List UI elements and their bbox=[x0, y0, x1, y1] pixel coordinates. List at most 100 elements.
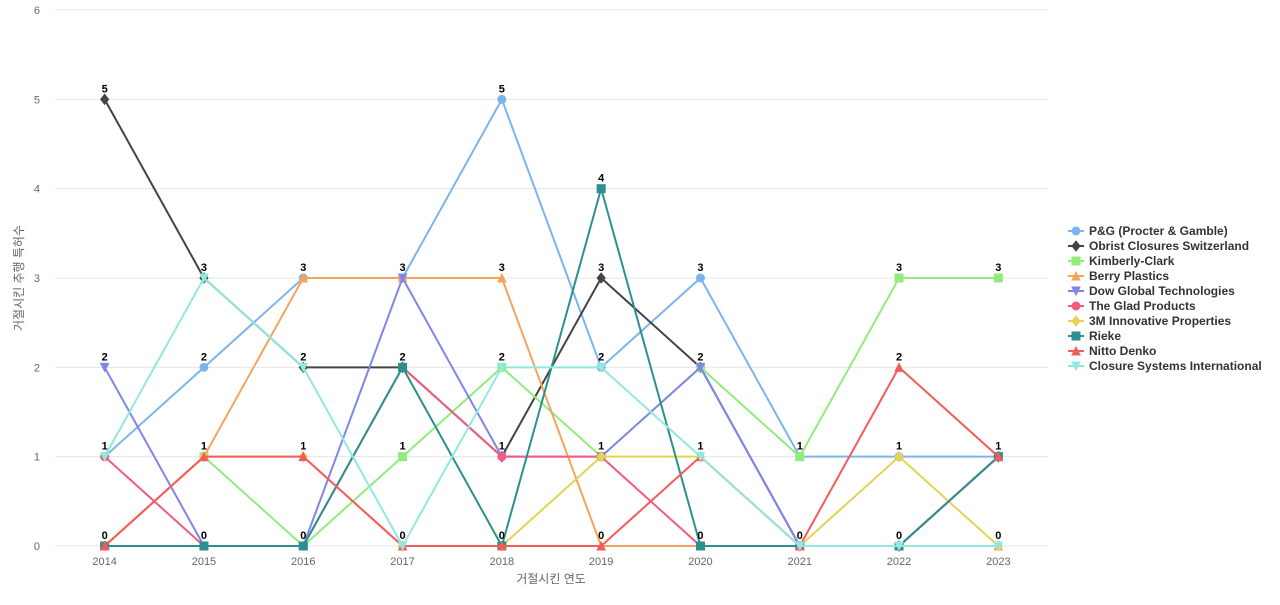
data-point bbox=[695, 541, 705, 551]
y-tick-label: 0 bbox=[34, 541, 40, 553]
legend-marker bbox=[1071, 226, 1081, 236]
data-point bbox=[199, 273, 209, 284]
series-line bbox=[103, 277, 999, 547]
legend-marker bbox=[1071, 315, 1081, 327]
data-point bbox=[100, 93, 110, 106]
series-line bbox=[103, 98, 1000, 547]
data-label: 0 bbox=[995, 530, 1001, 542]
x-tick-label: 2023 bbox=[986, 556, 1010, 568]
data-point bbox=[894, 362, 904, 372]
data-label: 1 bbox=[300, 441, 306, 453]
legend-marker bbox=[1071, 301, 1081, 311]
data-label: 0 bbox=[300, 530, 306, 542]
data-point bbox=[993, 273, 1003, 283]
data-label: 3 bbox=[499, 262, 505, 274]
legend-label: Dow Global Technologies bbox=[1089, 284, 1235, 298]
data-label: 0 bbox=[797, 530, 803, 542]
x-tick-label: 2021 bbox=[788, 556, 812, 568]
legend-label: Rieke bbox=[1089, 329, 1121, 343]
data-point bbox=[298, 541, 308, 551]
data-point bbox=[397, 273, 408, 284]
x-tick-label: 2018 bbox=[490, 556, 514, 568]
legend-item[interactable]: The Glad Products bbox=[1068, 299, 1196, 313]
legend-marker bbox=[1071, 256, 1081, 266]
legend-item[interactable]: Berry Plastics bbox=[1068, 269, 1169, 283]
legend-item[interactable]: P&G (Procter & Gamble) bbox=[1068, 224, 1228, 238]
legend-item[interactable]: Dow Global Technologies bbox=[1068, 284, 1235, 298]
data-point bbox=[795, 452, 805, 462]
data-point bbox=[298, 362, 309, 373]
data-point bbox=[894, 541, 904, 552]
data-label: 0 bbox=[697, 530, 703, 542]
data-label: 3 bbox=[995, 262, 1001, 274]
x-tick-label: 2020 bbox=[688, 556, 712, 568]
data-label: 5 bbox=[499, 83, 505, 95]
data-label: 1 bbox=[499, 441, 505, 453]
data-label: 0 bbox=[896, 530, 902, 542]
legend-marker bbox=[1071, 286, 1081, 297]
data-point bbox=[497, 452, 507, 462]
series-9 bbox=[99, 273, 1004, 552]
data-point bbox=[298, 272, 309, 283]
legend-item[interactable]: Obrist Closures Switzerland bbox=[1068, 239, 1249, 253]
legend-item[interactable]: Nitto Denko bbox=[1068, 344, 1156, 358]
data-labels: 5 2 1 0 3 2 1 0 3 2 1 0 3 2 1 0 5 3 2 1 0 4 3 2 1 0 3 2 1 0 1 0 3 2 1 0 3 1 0 bbox=[102, 83, 1002, 542]
data-label: 1 bbox=[896, 441, 902, 453]
y-tick-label: 6 bbox=[34, 5, 40, 17]
data-label: 2 bbox=[201, 351, 207, 363]
data-label: 2 bbox=[399, 351, 405, 363]
legend-label: Closure Systems International bbox=[1089, 359, 1262, 373]
data-label: 0 bbox=[598, 530, 604, 542]
data-label: 3 bbox=[896, 262, 902, 274]
x-tick-label: 2016 bbox=[291, 556, 315, 568]
data-point bbox=[497, 94, 507, 104]
data-point bbox=[695, 273, 705, 283]
x-tick-label: 2014 bbox=[92, 556, 116, 568]
y-tick-label: 4 bbox=[34, 184, 40, 196]
legend-item[interactable]: Kimberly-Clark bbox=[1068, 254, 1175, 268]
data-point bbox=[596, 540, 606, 551]
data-point bbox=[397, 541, 408, 552]
data-label: 1 bbox=[598, 441, 604, 453]
legend-item[interactable]: Rieke bbox=[1068, 329, 1121, 343]
data-point bbox=[794, 541, 805, 552]
data-point bbox=[99, 362, 110, 373]
data-label: 2 bbox=[300, 351, 306, 363]
data-label: 3 bbox=[399, 262, 405, 274]
data-point bbox=[398, 362, 408, 372]
data-point bbox=[894, 273, 904, 283]
data-label: 3 bbox=[300, 262, 306, 274]
y-tick-label: 1 bbox=[34, 452, 40, 464]
legend-item[interactable]: Closure Systems International bbox=[1068, 359, 1262, 373]
series-lines bbox=[99, 93, 1004, 552]
y-axis-ticks: 0 1 2 3 4 5 6 bbox=[34, 5, 40, 553]
series-line bbox=[103, 277, 999, 547]
legend-label: Nitto Denko bbox=[1089, 344, 1156, 358]
legend: P&G (Procter & Gamble)Obrist Closures Sw… bbox=[1068, 224, 1262, 373]
data-label: 1 bbox=[201, 441, 207, 453]
data-label: 3 bbox=[697, 262, 703, 274]
legend-marker bbox=[1071, 240, 1081, 252]
legend-label: 3M Innovative Properties bbox=[1089, 314, 1231, 328]
data-label: 1 bbox=[102, 441, 108, 453]
data-label: 2 bbox=[102, 351, 108, 363]
data-point bbox=[993, 451, 1004, 462]
x-tick-label: 2017 bbox=[390, 556, 414, 568]
data-label: 1 bbox=[797, 441, 803, 453]
data-point bbox=[199, 541, 209, 551]
data-label: 2 bbox=[697, 351, 703, 363]
data-point bbox=[398, 452, 408, 462]
data-point bbox=[199, 451, 209, 462]
legend-item[interactable]: 3M Innovative Properties bbox=[1068, 314, 1231, 328]
x-tick-label: 2019 bbox=[589, 556, 613, 568]
data-point bbox=[596, 272, 606, 284]
data-point bbox=[894, 450, 904, 463]
data-point bbox=[695, 362, 706, 373]
series-1 bbox=[100, 93, 1003, 552]
y-tick-label: 3 bbox=[34, 273, 40, 285]
y-tick-label: 2 bbox=[34, 362, 40, 374]
x-axis-title: 거절시킨 연도 bbox=[516, 572, 586, 586]
data-label: 2 bbox=[499, 351, 505, 363]
series-3 bbox=[99, 272, 1004, 551]
